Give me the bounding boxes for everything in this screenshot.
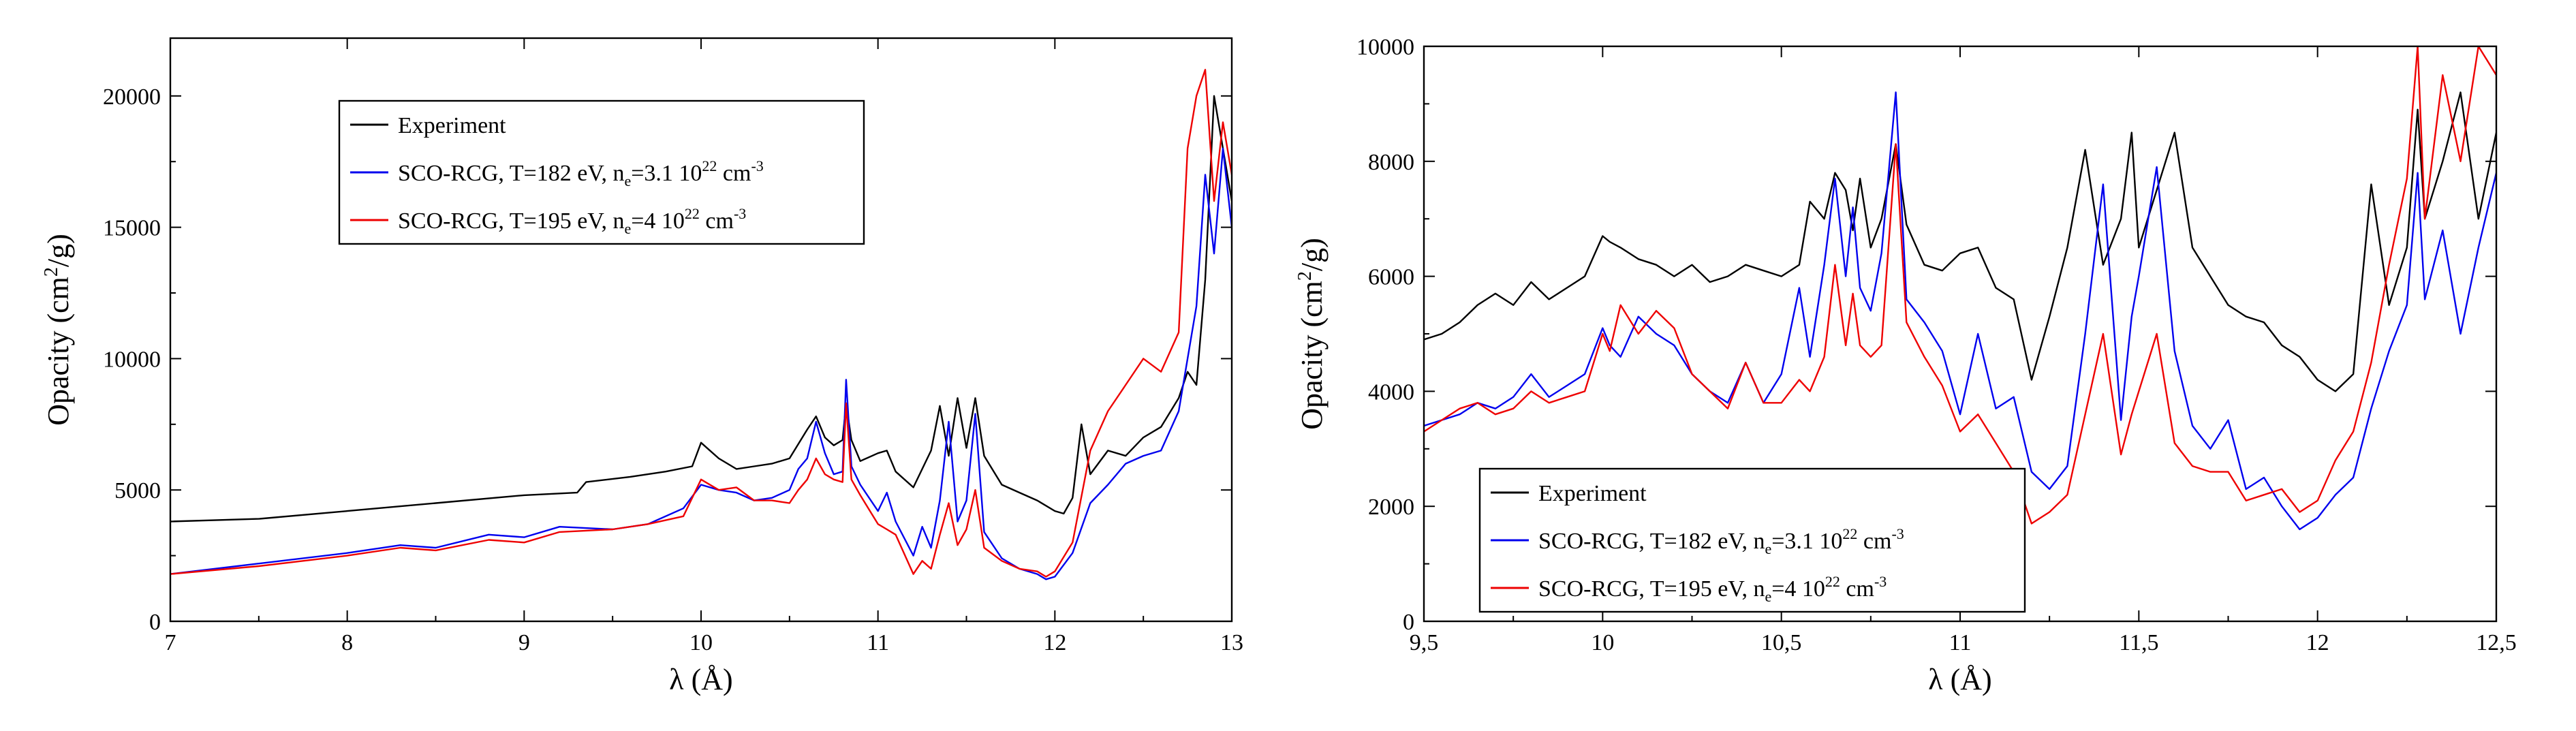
y-tick-label: 4000	[1368, 379, 1414, 405]
legend: Experiment SCO-RCG, T=182 eV, ne=3.1 1022…	[338, 99, 865, 245]
x-tick-label: 10	[1591, 630, 1614, 655]
legend-entry-label: SCO-RCG, T=195 eV, ne=4 1022 cm-3	[1538, 573, 1887, 605]
y-tick-label: 6000	[1368, 265, 1414, 290]
x-tick-label: 13	[1220, 630, 1243, 655]
y-axis-label: Opacity (cm2/g)	[41, 234, 75, 426]
x-tick-label: 9	[518, 630, 530, 655]
y-tick-label: 20000	[103, 84, 161, 110]
x-axis-label: λ (Å)	[669, 663, 732, 696]
x-tick-label: 10,5	[1761, 630, 1802, 655]
y-tick-label: 0	[149, 610, 161, 635]
chart-1: 7 8 9 10 11 12 13 0 5000 10000 15000 20000 λ (Å) Opac…	[41, 37, 1243, 696]
series-line-experiment	[1424, 91, 2496, 392]
series-line-sco-rcg-195ev	[1424, 46, 2496, 525]
series-line-sco-rcg-195ev	[170, 69, 1232, 578]
series-line-sco-rcg-182ev	[1424, 91, 2496, 531]
x-tick-label: 10	[689, 630, 713, 655]
legend-entry-label: Experiment	[398, 113, 506, 138]
legend-entry-label: Experiment	[1538, 481, 1647, 506]
series-line-experiment	[170, 95, 1232, 523]
x-tick-label: 11,5	[2119, 630, 2158, 655]
legend-box	[338, 99, 865, 245]
y-tick-label: 10000	[103, 347, 161, 372]
x-tick-label: 9,5	[1410, 630, 1439, 655]
x-axis-label: λ (Å)	[1928, 663, 1991, 696]
legend-box	[1478, 467, 2026, 613]
y-tick-label: 5000	[114, 478, 161, 503]
x-tick-label: 12,5	[2476, 630, 2517, 655]
y-tick-label: 0	[1403, 610, 1414, 635]
x-tick-label: 11	[1949, 630, 1972, 655]
y-tick-label: 15000	[103, 216, 161, 241]
series-group	[1424, 46, 2496, 531]
y-tick-label: 10000	[1356, 35, 1414, 60]
chart-2: 9,5 10 10,5 11 11,5 12 12,5 0 2000 4000 6000 8000 10…	[1294, 35, 2517, 696]
x-tick-label: 7	[165, 630, 176, 655]
x-tick-label: 8	[341, 630, 353, 655]
legend-entry-label: SCO-RCG, T=182 eV, ne=3.1 1022 cm-3	[1538, 525, 1904, 557]
y-axis-label: Opacity (cm2/g)	[1294, 238, 1329, 430]
legend-entry-label: SCO-RCG, T=195 eV, ne=4 1022 cm-3	[398, 205, 746, 237]
x-tick-label: 12	[1043, 630, 1066, 655]
legend-entry-label: SCO-RCG, T=182 eV, ne=3.1 1022 cm-3	[398, 157, 764, 189]
x-tick-label: 12	[2306, 630, 2329, 655]
series-group	[170, 69, 1232, 580]
x-tick-label: 11	[867, 630, 889, 655]
series-line-sco-rcg-182ev	[170, 147, 1232, 580]
legend: Experiment SCO-RCG, T=182 eV, ne=3.1 1022…	[1478, 467, 2026, 613]
y-tick-label: 8000	[1368, 150, 1414, 175]
y-tick-label: 2000	[1368, 495, 1414, 520]
